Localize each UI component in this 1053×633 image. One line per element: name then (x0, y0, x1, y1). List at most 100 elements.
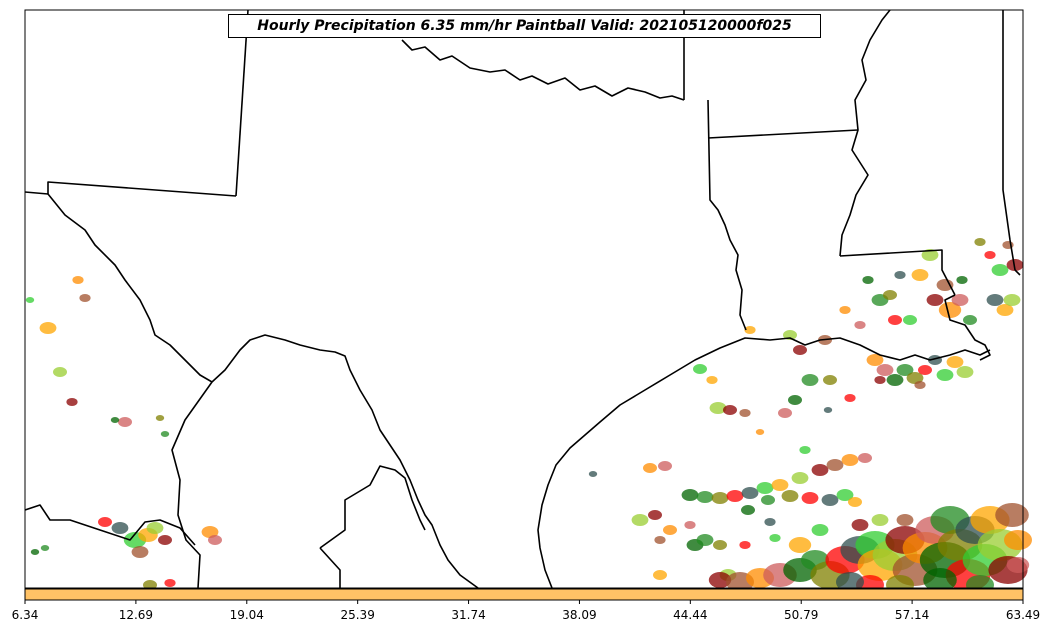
precip-blob (684, 521, 696, 529)
mexico-border-3 (319, 465, 426, 549)
colorbar-tick-label: 44.44 (673, 608, 708, 622)
precip-blob (844, 394, 856, 402)
precip-blob (1006, 259, 1024, 271)
precip-blob (739, 541, 751, 549)
precip-blob (658, 461, 672, 471)
precip-blob (974, 238, 986, 246)
precip-blob (836, 572, 864, 592)
colorbar-tick-label: 31.74 (451, 608, 486, 622)
precip-blob (79, 294, 91, 302)
precip-blob (739, 409, 751, 417)
mississippi-river (839, 9, 891, 257)
precip-blob (823, 375, 837, 385)
precip-blob (25, 297, 35, 303)
precip-blob (793, 345, 807, 355)
precip-blob (839, 306, 851, 314)
precip-blobs (25, 238, 1032, 595)
precip-blob (914, 381, 926, 389)
precip-blob (886, 374, 904, 386)
precip-blob (110, 417, 120, 423)
precip-blob (706, 376, 718, 384)
precip-blob (72, 276, 84, 284)
precip-blob (146, 522, 164, 534)
precip-blob (906, 372, 924, 384)
precip-blob (648, 510, 662, 520)
precip-blob (1004, 530, 1032, 550)
precip-blob (936, 369, 954, 381)
precip-blob (755, 429, 765, 435)
precip-blob (903, 315, 917, 325)
precip-blob (769, 534, 781, 542)
tx-la-border (707, 99, 747, 331)
precip-blob (111, 522, 129, 534)
precip-blob (741, 505, 755, 515)
precip-blob (871, 514, 889, 526)
precip-blob (155, 415, 165, 421)
colorbar-tick-label: 38.09 (562, 608, 597, 622)
precip-blob (951, 294, 969, 306)
precip-blob (741, 487, 759, 499)
colorbar-tick-label: 6.34 (11, 608, 39, 622)
precip-blob (938, 302, 962, 318)
ms-al-border (1002, 10, 1016, 271)
red-river-border (401, 39, 685, 101)
precip-blob (711, 492, 729, 504)
precip-blob (883, 290, 897, 300)
precip-blob (791, 472, 809, 484)
ar-la-border (707, 129, 859, 139)
colorbar (24, 588, 1024, 601)
precip-blob (836, 489, 854, 501)
precip-blob (201, 526, 219, 538)
precip-blob (30, 549, 40, 555)
precip-blob (821, 494, 839, 506)
precip-blob (956, 276, 968, 284)
la-ms-border (839, 249, 956, 296)
colorbar-ticks (24, 600, 1024, 604)
precip-blob (643, 463, 657, 473)
precip-blob (756, 482, 774, 494)
tx-gulf-coast (537, 337, 991, 589)
precip-blob (696, 534, 714, 546)
panhandle-west-border (24, 181, 237, 197)
rio-grande (211, 334, 479, 589)
precip-blob (781, 490, 799, 502)
precip-blob (654, 536, 666, 544)
precip-blob (708, 572, 732, 588)
precip-blob (788, 537, 812, 553)
precip-blob (826, 459, 844, 471)
precip-blob (588, 471, 598, 477)
precip-blob (923, 568, 957, 592)
precip-blob (663, 525, 677, 535)
precip-blob (761, 495, 775, 505)
precip-blob (991, 264, 1009, 276)
precip-blob (963, 315, 977, 325)
precip-blob (744, 326, 756, 334)
precip-blob (726, 490, 744, 502)
precip-blob (995, 503, 1029, 527)
precip-blob (823, 407, 833, 413)
mexico-border-1 (171, 381, 213, 589)
precip-blob (713, 540, 727, 550)
panhandle-north-border (235, 9, 249, 197)
precip-blob (858, 453, 872, 463)
precip-blob (841, 454, 859, 466)
precip-blob (693, 364, 707, 374)
precip-blob (208, 535, 222, 545)
precip-blob (894, 271, 906, 279)
precip-blob (811, 464, 829, 476)
colorbar-tick-label: 19.04 (229, 608, 264, 622)
precip-blob (936, 279, 954, 291)
colorbar-tick-label: 25.39 (340, 608, 375, 622)
precip-blob (926, 294, 944, 306)
precip-blob (709, 402, 727, 414)
precip-blob (653, 570, 667, 580)
map-background (25, 10, 1023, 588)
precip-blob (118, 417, 132, 427)
precip-blob (631, 514, 649, 526)
precip-blob (888, 315, 902, 325)
precip-blob (946, 356, 964, 368)
map-title: Hourly Precipitation 6.35 mm/hr Paintbal… (228, 14, 821, 38)
state-borders (24, 9, 1021, 589)
precip-blob (986, 294, 1004, 306)
